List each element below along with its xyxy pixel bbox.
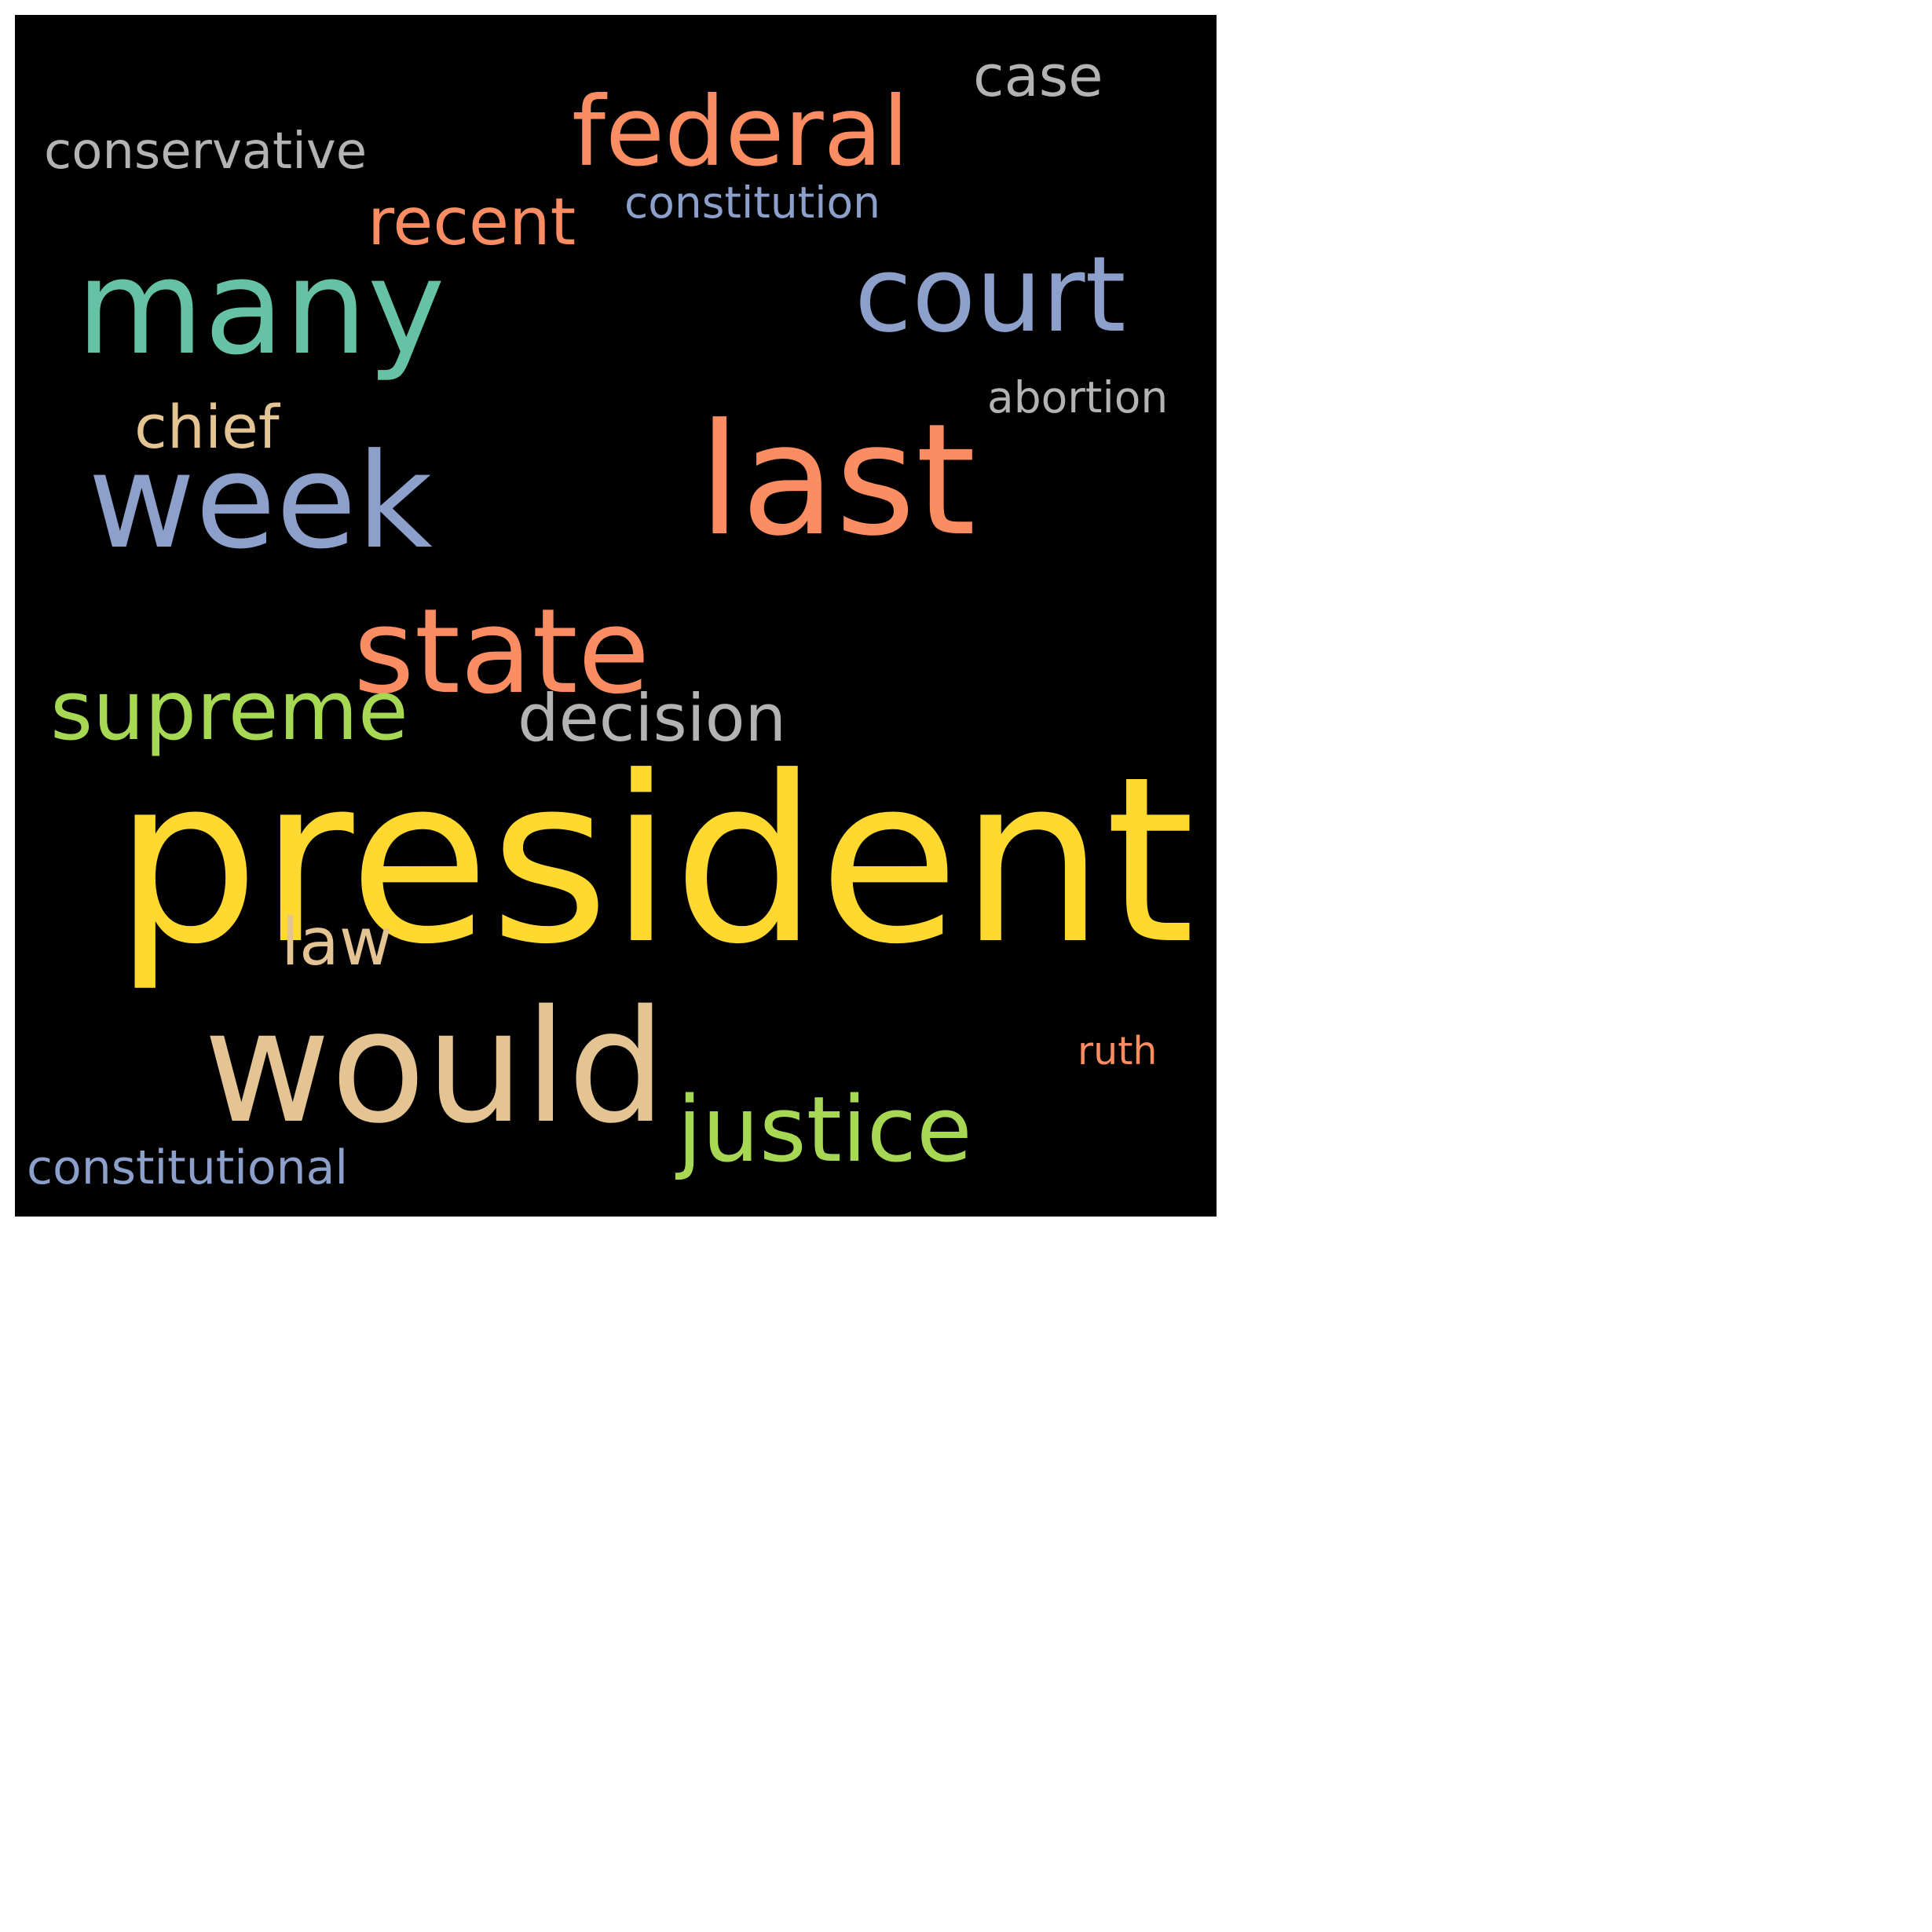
word-president: president: [114, 727, 1195, 994]
word-chief: chief: [134, 392, 280, 462]
word-week: week: [88, 426, 433, 578]
word-state: state: [353, 584, 650, 720]
word-constitution: constitution: [624, 177, 881, 228]
word-abortion: abortion: [987, 372, 1169, 423]
word-recent: recent: [368, 184, 576, 260]
word-constitutional: constitutional: [27, 1140, 349, 1195]
word-court: court: [854, 235, 1126, 356]
word-case: case: [973, 43, 1103, 109]
word-decision: decision: [518, 680, 787, 756]
word-justice: justice: [677, 1078, 972, 1183]
word-many: many: [76, 232, 445, 384]
word-last: last: [698, 391, 976, 570]
word-ruth: ruth: [1078, 1029, 1158, 1074]
word-cloud: president would last many week state cou…: [15, 15, 1217, 1217]
word-law: law: [281, 904, 393, 980]
word-conservative: conservative: [44, 123, 368, 181]
word-federal: federal: [572, 76, 909, 188]
word-supreme: supreme: [50, 663, 408, 759]
word-would: would: [203, 976, 667, 1158]
